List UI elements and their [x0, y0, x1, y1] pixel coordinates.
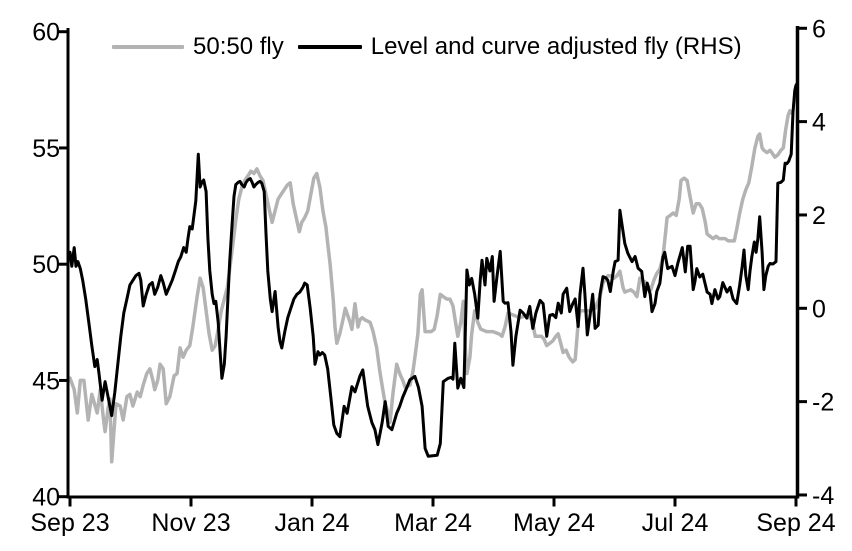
left-axis-tick-label: 60 [32, 19, 60, 47]
left-axis-tick-label: 45 [32, 367, 60, 395]
right-axis-tick-label: 4 [812, 109, 826, 137]
right-axis-tick-label: -2 [812, 389, 834, 417]
right-axis-tick-label: 2 [812, 202, 826, 230]
legend-line-sample-level-curve-fly [297, 45, 362, 49]
x-axis-tick-label: Nov 23 [151, 509, 230, 537]
right-axis-tick-label: 6 [812, 15, 826, 43]
left-axis-tick-label: 55 [32, 135, 60, 163]
x-axis-tick-label: Jul 24 [642, 509, 709, 537]
legend-line-sample-5050-fly [112, 45, 184, 49]
x-axis-tick-label: Sep 23 [30, 509, 109, 537]
chart-legend: 50:50 fly Level and curve adjusted fly (… [112, 33, 742, 61]
legend-label-5050-fly: 50:50 fly [193, 33, 284, 60]
series-line-5050-fly [68, 108, 794, 464]
x-axis-tick-label: Sep 24 [756, 509, 835, 537]
left-axis-tick-label: 50 [32, 251, 60, 279]
right-axis-tick-label: 0 [812, 295, 826, 323]
x-axis-tick-label: Jan 24 [274, 509, 349, 537]
left-axis-tick-label: 40 [32, 484, 60, 512]
series-line-level-curve-fly [68, 81, 799, 458]
right-axis-tick-label: -4 [812, 482, 834, 510]
x-axis-tick-label: Mar 24 [394, 509, 472, 537]
legend-label-level-curve-fly: Level and curve adjusted fly (RHS) [370, 33, 742, 60]
x-axis-tick-label: May 24 [513, 509, 595, 537]
